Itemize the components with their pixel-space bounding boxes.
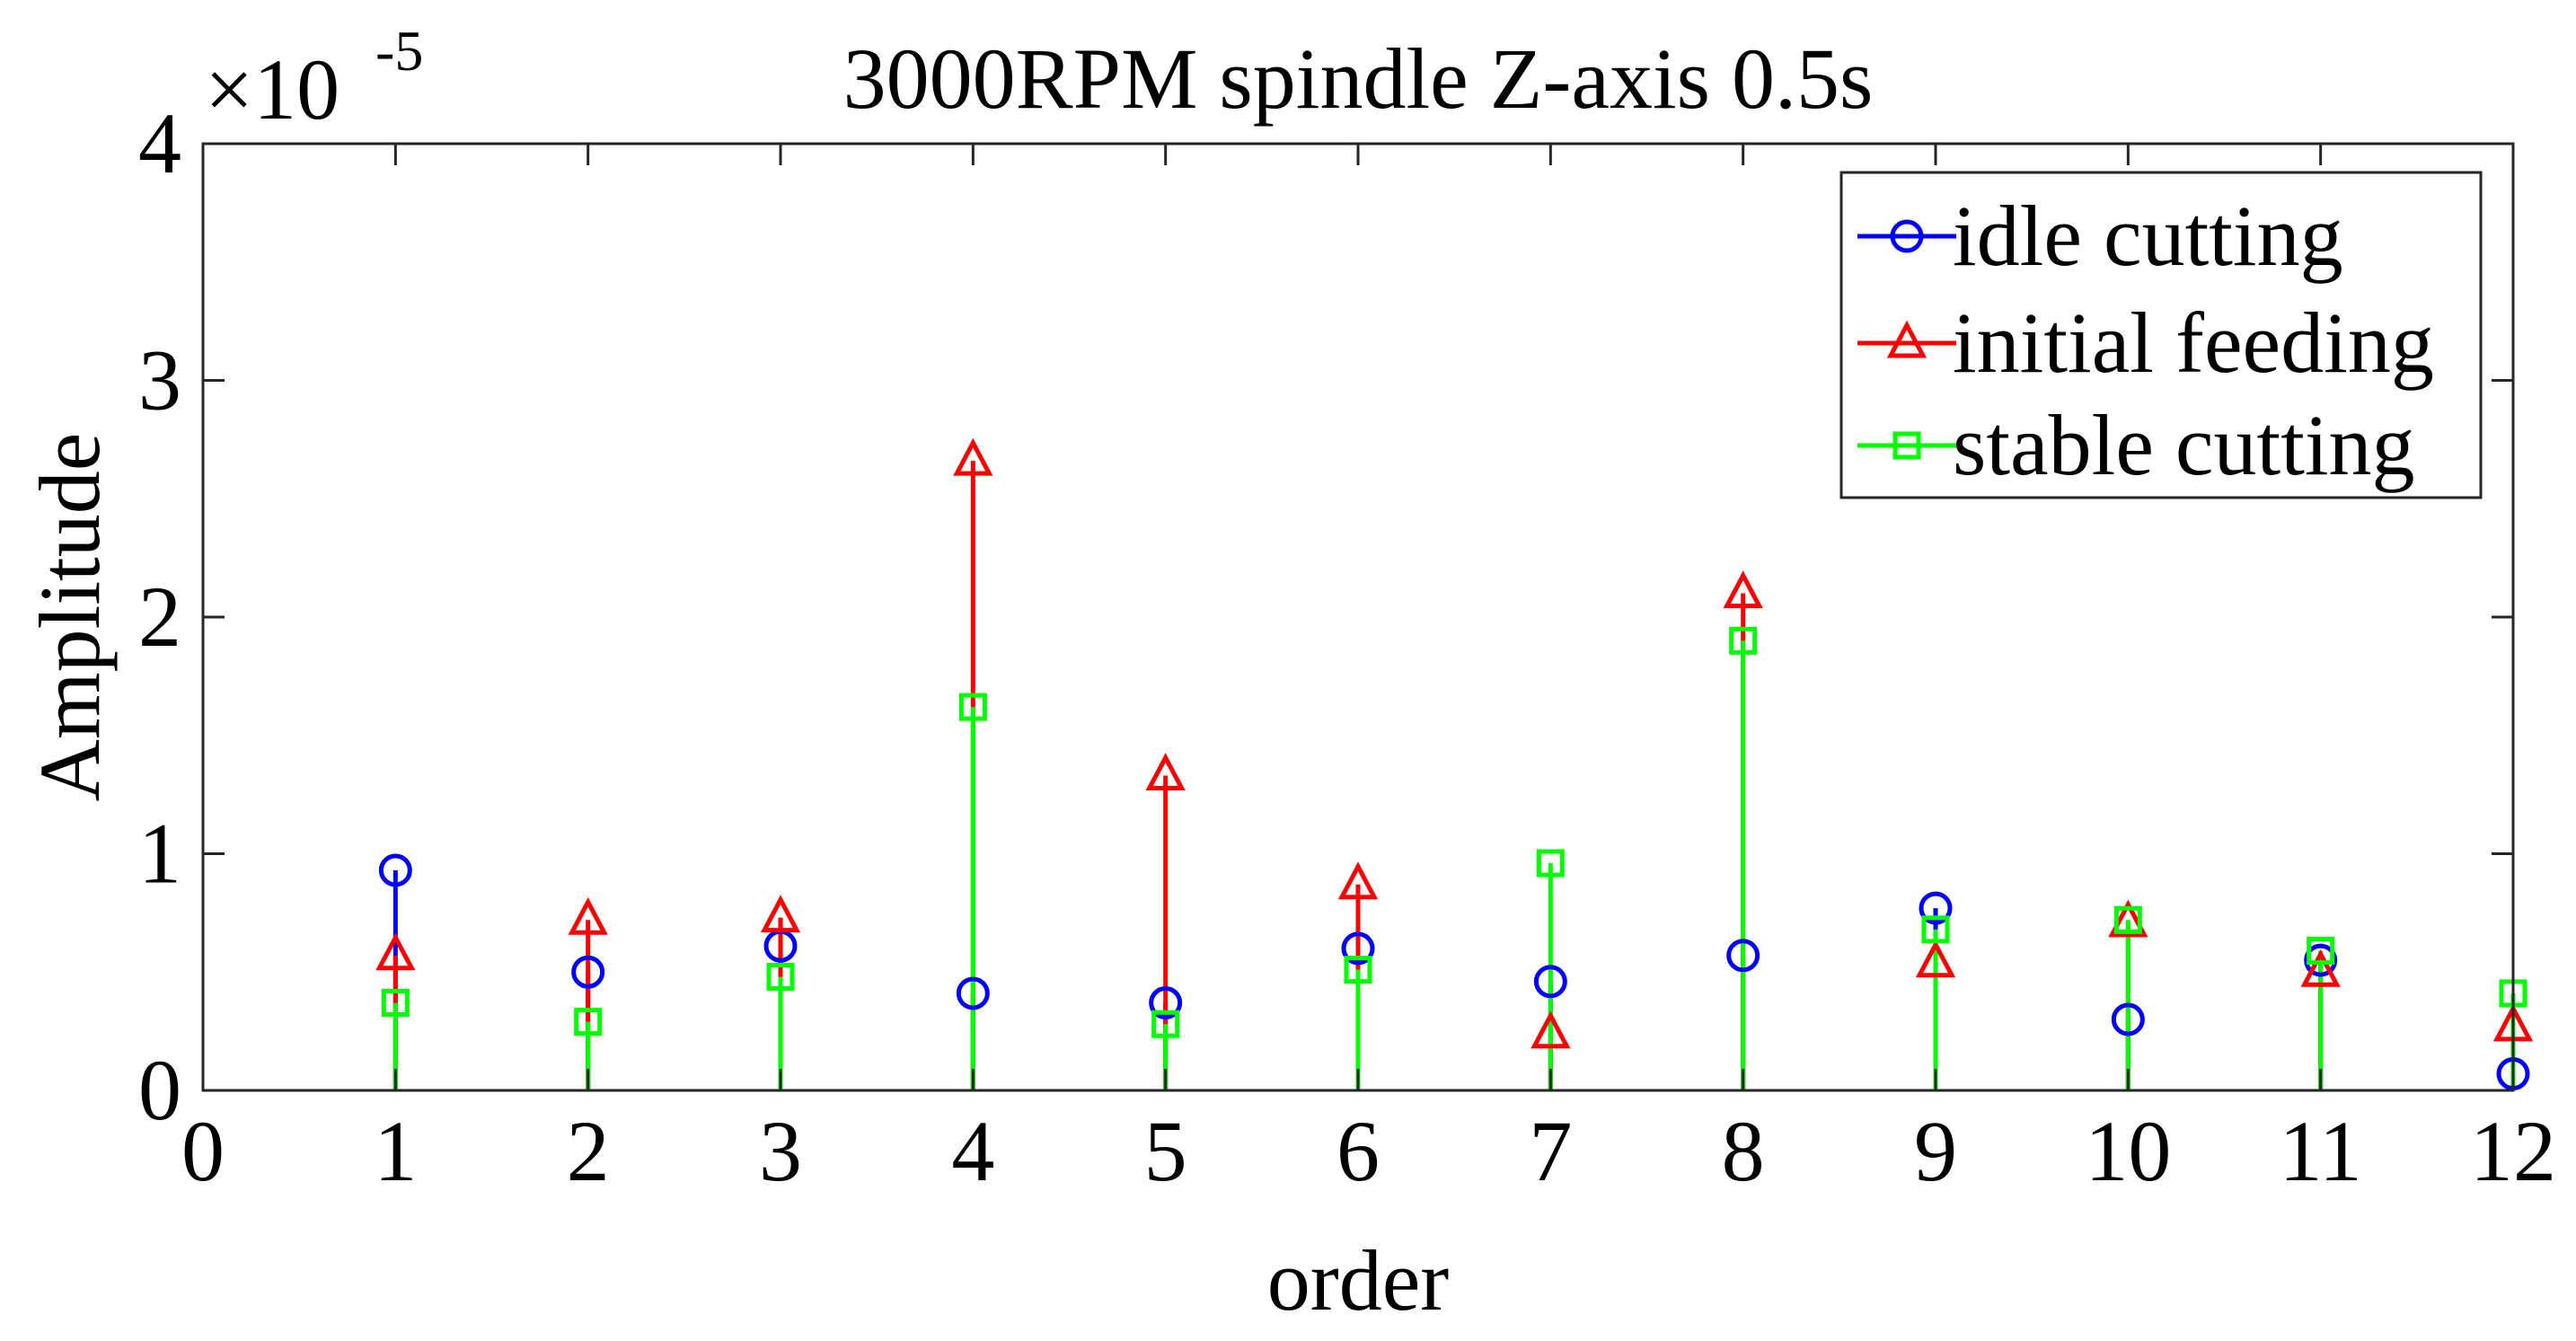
- legend-label: idle cutting: [1953, 188, 2343, 284]
- circle-marker: [571, 955, 605, 989]
- y-tick-label: 4: [138, 95, 181, 191]
- triangle-marker: [1337, 861, 1379, 900]
- square-marker: [381, 989, 410, 1018]
- legend-label: initial feeding: [1953, 295, 2434, 391]
- x-tick-label: 0: [181, 1103, 225, 1199]
- markers-idle-cutting: [378, 853, 2530, 1091]
- circle-marker: [1533, 965, 1567, 999]
- square-marker: [574, 1008, 603, 1037]
- chart-title: 3000RPM spindle Z-axis 0.5s: [843, 31, 1874, 127]
- triangle-marker: [2300, 948, 2341, 987]
- legend-circle-marker: [1890, 219, 1924, 253]
- x-tick-label: 1: [374, 1103, 417, 1199]
- square-marker: [2307, 937, 2335, 966]
- x-tick-label: 8: [1722, 1103, 1765, 1199]
- square-marker: [1921, 915, 1950, 944]
- circle-marker: [956, 976, 990, 1010]
- triangle-marker: [1915, 940, 1956, 978]
- y-multiplier: ×10 -5: [205, 19, 423, 137]
- x-tick-label: 9: [1914, 1103, 1957, 1199]
- legend-entry: idle cutting: [1857, 188, 2343, 284]
- legend-triangle-marker: [1886, 320, 1928, 358]
- triangle-marker: [1531, 1010, 1571, 1049]
- square-marker: [1536, 849, 1565, 878]
- x-tick-label: 12: [2470, 1103, 2556, 1199]
- square-marker: [766, 963, 795, 992]
- x-tick-label: 10: [2085, 1103, 2171, 1199]
- x-tick-label: 4: [951, 1103, 994, 1199]
- circle-marker: [378, 853, 412, 887]
- circle-marker: [2111, 1002, 2145, 1037]
- markers-initial-feeding: [375, 437, 2534, 1049]
- y-tick-label: 0: [138, 1042, 181, 1138]
- triangle-marker: [375, 932, 416, 971]
- y-multiplier-exponent: -5: [375, 19, 423, 83]
- y-multiplier-base: ×10: [205, 41, 340, 137]
- x-tick-label: 5: [1144, 1103, 1187, 1199]
- circle-marker: [1919, 891, 1953, 925]
- triangle-marker: [1145, 753, 1186, 791]
- x-tick-label: 3: [759, 1103, 802, 1199]
- circle-marker: [2304, 943, 2338, 977]
- triangle-marker: [1723, 570, 1763, 609]
- y-tick-label: 1: [138, 806, 181, 902]
- square-marker: [1151, 1010, 1180, 1038]
- x-tick-label: 11: [2279, 1103, 2361, 1199]
- y-tick-label: 3: [138, 332, 181, 428]
- triangle-marker: [568, 896, 608, 935]
- x-tick-label: 2: [567, 1103, 610, 1199]
- triangle-marker: [953, 437, 993, 476]
- square-marker: [1729, 626, 1758, 655]
- circle-marker: [1149, 986, 1183, 1020]
- triangle-marker: [760, 895, 801, 933]
- legend-label: stable cutting: [1953, 397, 2415, 493]
- square-marker: [1344, 956, 1372, 984]
- square-marker: [2113, 905, 2142, 934]
- circle-marker: [1341, 931, 1375, 966]
- legend-entry: initial feeding: [1857, 295, 2434, 391]
- y-axis-label: Amplitude: [22, 433, 118, 802]
- triangle-marker: [2108, 899, 2148, 938]
- circle-marker: [1726, 939, 1760, 973]
- x-tick-label: 7: [1529, 1103, 1572, 1199]
- square-marker: [958, 693, 987, 721]
- y-tick-label: 2: [138, 569, 181, 665]
- x-axis-label: order: [1267, 1232, 1450, 1328]
- legend-entry: stable cutting: [1857, 397, 2415, 493]
- legend-square-marker: [1892, 431, 1921, 460]
- x-tick-label: 6: [1337, 1103, 1380, 1199]
